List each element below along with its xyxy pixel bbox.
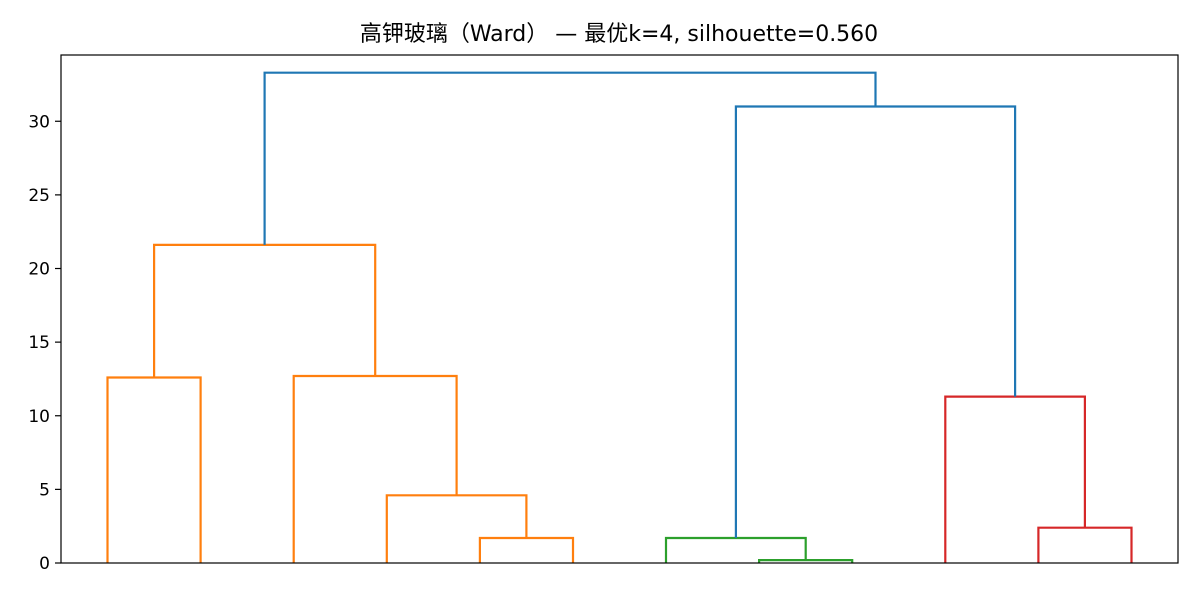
chart-title: 高钾玻璃（Ward） — 最优k=4, silhouette=0.560 (360, 22, 878, 47)
dendrogram-link-5 (153, 243, 377, 378)
dendrogram-link-8 (1037, 526, 1133, 563)
y-tick-label: 20 (28, 260, 50, 280)
plot-frame (60, 54, 1179, 564)
dendrogram-link-4 (292, 374, 458, 563)
y-tick-label: 0 (39, 554, 50, 574)
dendrogram-link-1 (106, 376, 202, 563)
y-tick-label: 10 (28, 407, 50, 427)
dendrogram-link-9 (944, 395, 1087, 563)
y-axis: 0 5 10 15 20 25 30 (28, 112, 61, 574)
dendrogram-links (106, 71, 1133, 563)
y-tick-label: 30 (28, 112, 50, 132)
dendrogram-link-10 (734, 105, 1017, 538)
y-tick-label: 5 (39, 480, 50, 500)
y-tick-label: 15 (28, 333, 50, 353)
dendrogram-link-3 (385, 494, 528, 563)
y-tick-label: 25 (28, 186, 50, 206)
dendrogram-link-2 (478, 536, 575, 563)
dendrogram-link-11 (263, 71, 877, 245)
